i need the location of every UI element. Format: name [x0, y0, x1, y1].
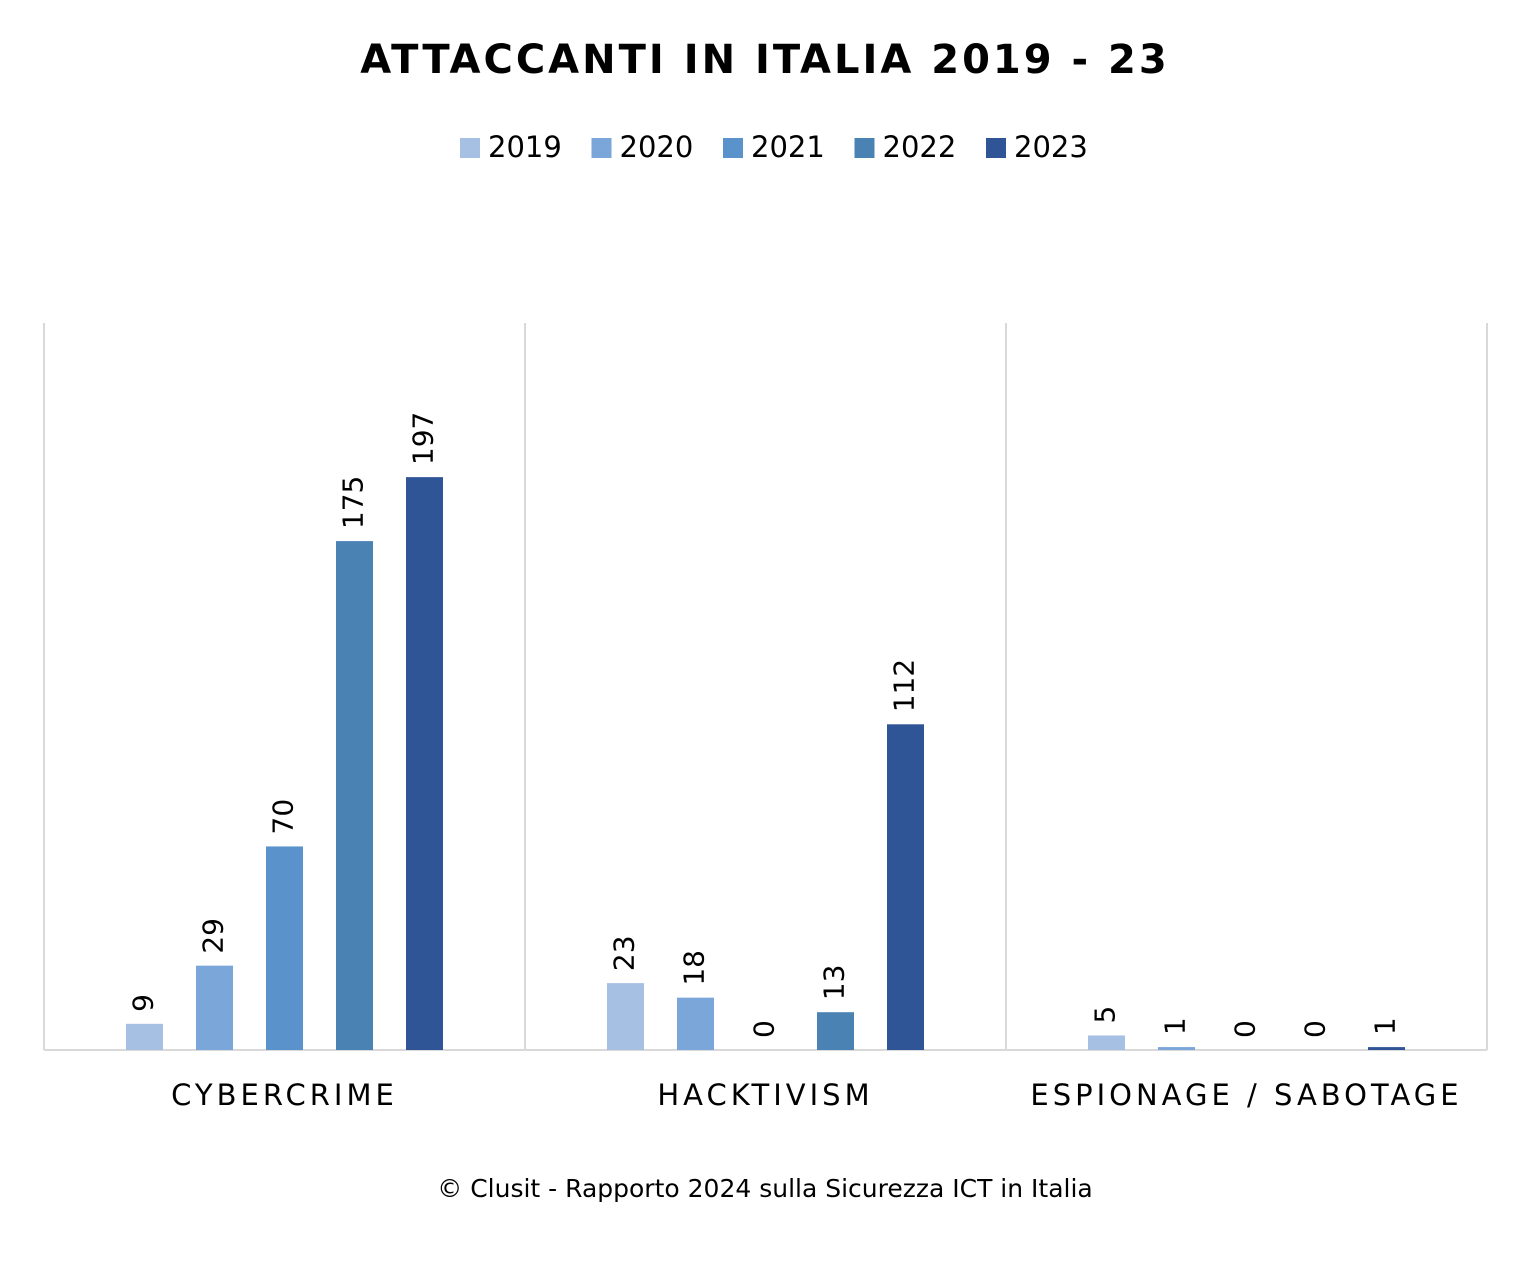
value-label: 1	[1159, 1017, 1192, 1035]
bar	[196, 965, 233, 1050]
value-label: 0	[1229, 1020, 1262, 1038]
value-label: 18	[678, 950, 711, 986]
bar	[336, 541, 373, 1050]
bar	[887, 724, 924, 1050]
legend-swatch	[723, 138, 743, 158]
legend-swatch	[986, 138, 1006, 158]
legend-swatch	[854, 138, 875, 158]
bar	[1368, 1047, 1405, 1050]
x-tick-label: CYBERCRIME	[171, 1078, 398, 1112]
bar	[817, 1012, 854, 1050]
value-label: 0	[748, 1020, 781, 1038]
bar	[1088, 1035, 1125, 1050]
legend-label: 2023	[1014, 130, 1088, 164]
legend-swatch	[460, 138, 480, 158]
legend-label: 2022	[883, 130, 957, 164]
value-label: 29	[197, 918, 230, 954]
chart-title: ATTACCANTI IN ITALIA 2019 - 23	[360, 37, 1169, 83]
value-label: 197	[407, 412, 440, 465]
bar	[1158, 1047, 1195, 1050]
value-label: 70	[267, 799, 300, 835]
legend-label: 2021	[751, 130, 825, 164]
bar	[406, 477, 443, 1050]
value-label: 23	[608, 935, 641, 971]
value-label: 1	[1369, 1017, 1402, 1035]
x-tick-label: HACKTIVISM	[657, 1078, 873, 1112]
legend-swatch	[591, 138, 612, 158]
legend-label: 2020	[620, 130, 694, 164]
bar	[266, 846, 303, 1050]
value-label: 5	[1089, 1006, 1122, 1024]
bar	[607, 983, 644, 1050]
value-label: 112	[888, 659, 921, 712]
footer: © Clusit - Rapporto 2024 sulla Sicurezza…	[437, 1174, 1093, 1203]
bar	[126, 1023, 163, 1050]
bar	[677, 997, 714, 1050]
x-tick-label: ESPIONAGE / SABOTAGE	[1030, 1078, 1462, 1112]
value-label: 0	[1299, 1020, 1332, 1038]
value-label: 13	[818, 965, 851, 1001]
value-label: 175	[337, 476, 370, 529]
value-label: 9	[127, 994, 160, 1012]
legend-label: 2019	[488, 130, 562, 164]
